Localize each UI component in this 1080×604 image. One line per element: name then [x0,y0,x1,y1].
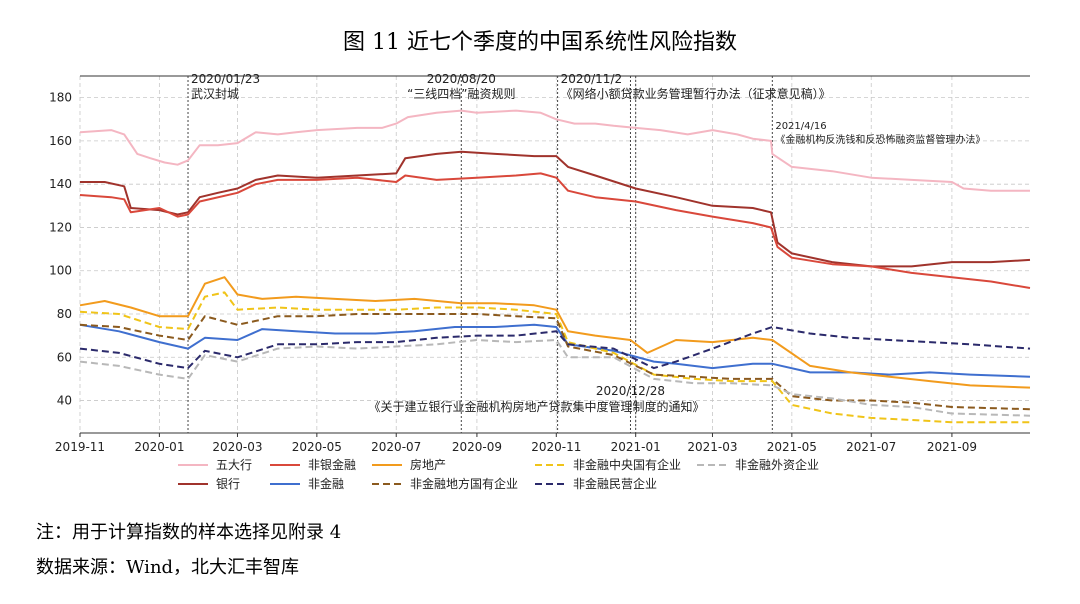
y-tick-label: 100 [49,264,72,278]
legend-label: 非金融 [308,476,344,491]
event-description-label: 《金融机构反洗钱和反恐怖融资监督管理办法》 [775,133,985,146]
y-tick-label: 160 [49,134,72,148]
legend-label: 非金融中央国有企业 [573,457,681,472]
series-line [79,326,1031,370]
series-line [79,313,1031,411]
figure-note: 注：用于计算指数的样本选择见附录 4 [36,522,342,543]
event-date-label: 2020/12/28 [596,384,665,398]
x-tick-label: 2021-03 [687,440,737,454]
series-line [79,172,1031,289]
figure-source: 数据来源：Wind，北大汇丰智库 [36,557,300,578]
legend-label: 银行 [216,477,240,491]
event-description-label: 《关于建立银行业金融机构房地产贷款集中度管理制度的通知》 [368,399,704,414]
x-tick-label: 2020-07 [371,440,421,454]
legend-label: 五大行 [216,458,252,472]
series-lines [79,109,1031,424]
y-tick-label: 180 [49,91,72,105]
x-tick-label: 2021-05 [767,440,817,454]
series-line [79,291,1030,424]
x-tick-label: 2020-11 [531,440,581,454]
event-description-label: 武汉封城 [191,87,239,101]
axes: 40 60 80 100 120 140 160 180 2019-11 2020-01 2020-… [49,75,1030,454]
event-date-label: 2020/01/23 [191,72,260,86]
event-date-label: 2020/11/2 [561,72,623,86]
legend-label: 非金融外资企业 [735,457,819,472]
series-line [79,276,1031,389]
series-line [79,109,1030,192]
legend-label: 房地产 [410,457,446,472]
x-tick-label: 2019-11 [55,440,105,454]
legend-label: 非金融地方国有企业 [410,476,518,491]
x-tick-label: 2020-05 [292,440,342,454]
x-tick-label: 2020-09 [452,440,502,454]
series-line [80,150,1031,268]
y-tick-label: 40 [57,394,72,408]
systemic-risk-line-chart: 40 60 80 100 120 140 160 180 2019-11 2020-01 2020-… [49,72,1031,491]
y-tick-label: 60 [57,350,72,364]
event-description-label: “三线四档”融资规则 [407,86,515,101]
event-date-label: 2020/08/20 [427,72,496,86]
y-tick-label: 120 [49,220,72,234]
y-tick-label: 80 [57,307,72,321]
series-line [79,339,1031,417]
y-tick-label: 140 [49,177,72,191]
x-tick-label: 2021-09 [927,440,977,454]
x-tick-label: 2020-01 [134,440,184,454]
series-line [79,323,1031,378]
legend-label: 非金融民营企业 [573,476,657,491]
event-description-label: 《网络小额贷款业务管理暂行办法（征求意见稿）》 [561,86,831,101]
grid-lines [79,76,1030,433]
legend-label: 非银金融 [308,457,356,472]
x-tick-label: 2020-03 [212,440,262,454]
x-tick-label: 2021-01 [611,440,661,454]
figure-title: 图 11 近七个季度的中国系统性风险指数 [343,30,737,55]
x-tick-label: 2021-07 [846,440,896,454]
event-date-label: 2021/4/16 [775,121,826,132]
